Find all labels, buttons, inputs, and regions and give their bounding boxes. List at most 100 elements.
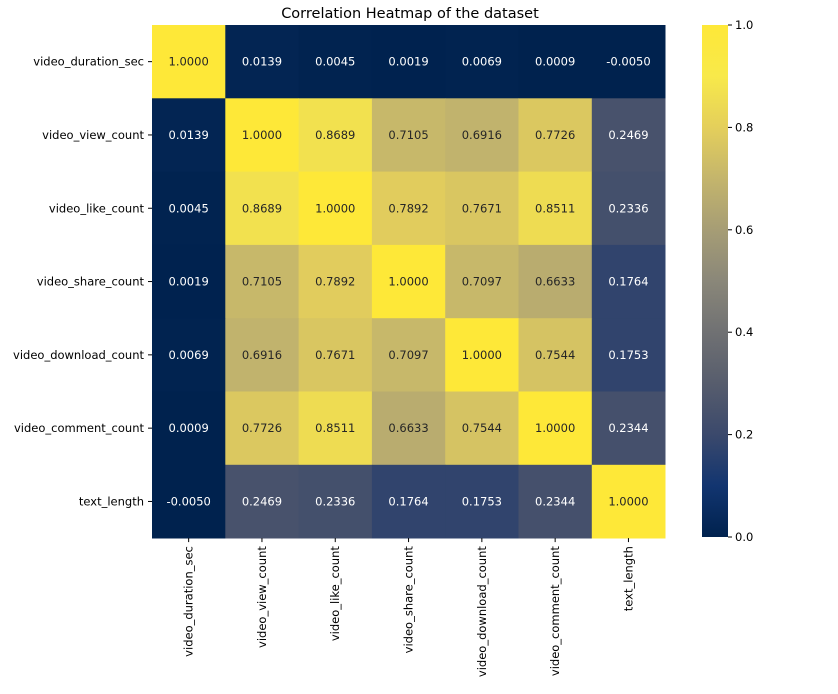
cell-value-label: 0.6916 [462,128,502,142]
column-tick-labels: video_duration_sec video_view_count video_… [182,538,635,677]
heatmap-cell [225,391,299,466]
colorbar-tick-label: 0.2 [735,428,753,442]
colorbar-tick-label: 0.6 [735,223,753,237]
heatmap-cell [298,244,373,319]
column-tick-label: video_view_count [255,546,269,648]
cell-value-label: 0.0069 [169,348,209,362]
cell-value-label: 0.6633 [388,421,428,435]
row-tick-label: text_length [79,494,144,508]
column-tick-label: video_comment_count [548,546,562,676]
cell-value-label: 1.0000 [535,421,575,435]
heatmap-cell [225,244,299,319]
heatmap-cell [298,464,373,539]
cell-value-label: 0.8689 [315,128,355,142]
heatmap-cell [225,171,299,246]
heatmap-cell [152,464,226,539]
heatmap-cell [371,25,446,99]
colorbar-ticks: 0.0 0.2 0.4 0.6 0.8 1.0 [728,18,753,544]
cell-value-label: 0.7726 [535,128,575,142]
heatmap-cell [371,464,446,539]
heatmap-cells: 1.0000 0.0139 0.0045 0.0019 0.0069 0.0009 -0.0… [152,25,666,539]
cell-value-label: 0.1764 [388,494,428,508]
heatmap-cell [298,391,373,466]
cell-value-label: 1.0000 [462,348,502,362]
row-tick-label: video_comment_count [14,421,144,435]
heatmap-cell [518,98,593,172]
heatmap-cell [225,25,299,99]
cell-value-label: 0.0019 [169,275,209,289]
heatmap-cell [298,98,373,172]
heatmap-cell [518,318,593,392]
row-tick-label: video_duration_sec [33,55,144,69]
cell-value-label: 0.2336 [608,201,648,215]
column-tick-label: video_duration_sec [182,546,196,657]
row-tick-label: video_download_count [13,348,144,362]
heatmap-cell [371,98,446,172]
cell-value-label: 0.7726 [242,421,282,435]
heatmap-cell [445,318,519,392]
heatmap-cell [518,25,593,99]
colorbar-tick-label: 0.0 [735,530,753,544]
heatmap-cell [298,318,373,392]
row-tick-label: video_view_count [42,128,144,142]
heatmap-cell [152,98,226,172]
cell-value-label: -0.0050 [606,55,650,69]
heatmap-cell [591,244,666,319]
heatmap-cell [591,25,666,99]
colorbar-tick-label: 1.0 [735,18,753,32]
heatmap-cell [445,171,519,246]
heatmap-cell [225,464,299,539]
column-tick-label: video_download_count [475,546,489,677]
cell-value-label: 0.7544 [535,348,575,362]
cell-value-label: 0.2469 [242,494,282,508]
heatmap-cell [591,171,666,246]
cell-value-label: 1.0000 [315,201,355,215]
heatmap-cell [518,391,593,466]
cell-value-label: 0.2344 [535,494,575,508]
chart-title: Correlation Heatmap of the dataset [281,6,539,22]
heatmap-cell [371,171,446,246]
cell-value-label: 0.0009 [535,55,575,69]
cell-value-label: 0.7892 [388,201,428,215]
cell-value-label: 0.0009 [169,421,209,435]
heatmap-cell [152,318,226,392]
heatmap-cell [225,318,299,392]
heatmap-cell [152,171,226,246]
heatmap-cell [445,98,519,172]
cell-value-label: 0.1764 [608,275,648,289]
heatmap-cell [518,244,593,319]
column-tick-label: text_length [621,546,635,611]
cell-value-label: 0.2344 [608,421,648,435]
column-tick-label: video_share_count [402,546,416,654]
heatmap-cell [445,391,519,466]
cell-value-label: 1.0000 [242,128,282,142]
heatmap-cell [152,25,226,99]
heatmap-cell [518,171,593,246]
cell-value-label: 0.0069 [462,55,502,69]
row-tick-label: video_share_count [37,275,145,289]
cell-value-label: 0.7105 [242,275,282,289]
cell-value-label: 0.7544 [462,421,502,435]
cell-value-label: 0.0045 [315,55,355,69]
cell-value-label: 0.8689 [242,201,282,215]
heatmap-cell [518,464,593,539]
cell-value-label: 1.0000 [608,494,648,508]
heatmap-cell [591,318,666,392]
heatmap-cell [371,318,446,392]
cell-value-label: 0.6916 [242,348,282,362]
heatmap-cell [225,98,299,172]
cell-value-label: -0.0050 [166,494,210,508]
cell-value-label: 0.7671 [462,201,502,215]
cell-value-label: 0.8511 [535,201,575,215]
heatmap-cell [152,391,226,466]
colorbar [702,25,728,537]
heatmap-cell [445,464,519,539]
column-tick-label: video_like_count [328,546,342,642]
heatmap-cell [445,25,519,99]
heatmap-cell [298,171,373,246]
cell-value-label: 0.1753 [462,494,502,508]
cell-value-label: 0.0045 [169,201,209,215]
cell-value-label: 0.0019 [388,55,428,69]
cell-value-label: 0.0139 [242,55,282,69]
